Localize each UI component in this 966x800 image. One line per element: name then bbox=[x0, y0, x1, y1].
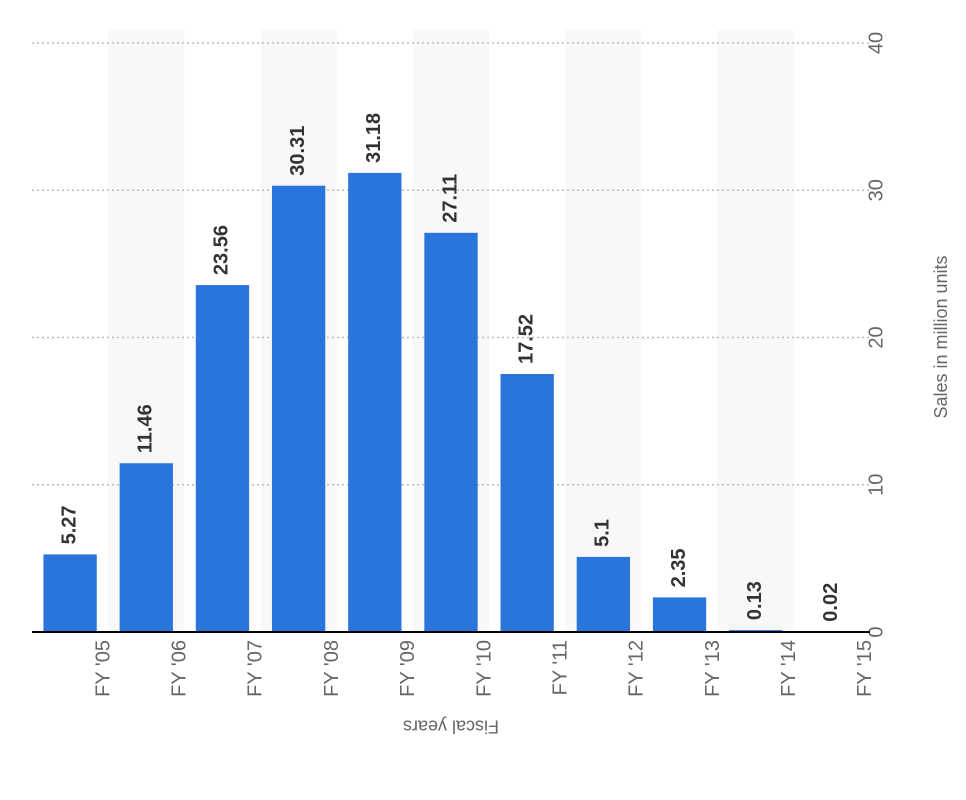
y-tick-label: 20 bbox=[865, 326, 887, 348]
y-tick-label: 10 bbox=[865, 474, 887, 496]
bar bbox=[119, 463, 173, 632]
value-label: 5.1 bbox=[592, 519, 614, 547]
x-tick-label: FY '13 bbox=[702, 640, 724, 697]
bar bbox=[271, 185, 326, 633]
y-tick-label: 0 bbox=[865, 626, 887, 637]
band bbox=[565, 30, 642, 632]
x-tick-label: FY '10 bbox=[473, 640, 495, 697]
x-tick-label: FY '09 bbox=[397, 640, 419, 697]
bar bbox=[576, 556, 631, 632]
y-axis-title: Sales in million units bbox=[931, 255, 951, 418]
x-tick-label: FY '08 bbox=[321, 640, 343, 697]
value-label: 0.02 bbox=[820, 583, 842, 622]
x-tick-label: FY '12 bbox=[626, 640, 648, 697]
y-tick-label: 40 bbox=[865, 32, 887, 54]
bar bbox=[500, 374, 554, 632]
bar bbox=[43, 554, 97, 632]
value-label: 17.52 bbox=[515, 314, 537, 364]
value-label: 11.46 bbox=[135, 404, 157, 453]
value-label: 0.13 bbox=[744, 581, 766, 620]
value-label: 2.35 bbox=[668, 548, 690, 587]
bar bbox=[195, 285, 250, 632]
value-label: 30.31 bbox=[287, 126, 309, 176]
value-label: 23.56 bbox=[211, 225, 233, 275]
bar bbox=[348, 172, 402, 632]
y-tick-label: 30 bbox=[865, 179, 887, 201]
value-label: 27.11 bbox=[439, 174, 461, 223]
band bbox=[717, 30, 794, 632]
x-tick-label: FY '15 bbox=[854, 640, 876, 697]
value-label: 5.27 bbox=[58, 505, 80, 544]
bar bbox=[424, 232, 478, 633]
x-tick-label: FY '14 bbox=[778, 640, 800, 697]
x-axis-title: Fiscal years bbox=[403, 716, 499, 736]
value-label: 31.18 bbox=[363, 113, 385, 163]
x-tick-label: FY '05 bbox=[92, 640, 114, 697]
x-tick-label: FY '06 bbox=[169, 640, 191, 697]
bar bbox=[652, 597, 707, 632]
x-tick-label: FY '07 bbox=[245, 640, 267, 697]
x-tick-label: FY '11 bbox=[549, 640, 571, 695]
